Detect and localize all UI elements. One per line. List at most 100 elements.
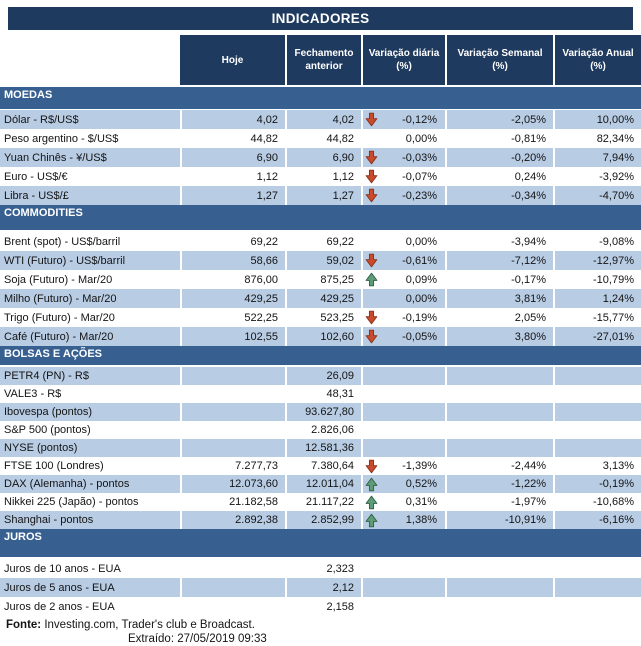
cell-variacao-semanal: 3,81% (445, 289, 553, 308)
cell-value: 1,27 (332, 189, 354, 202)
cell-hoje (180, 367, 285, 385)
column-header-line: (%) (590, 61, 606, 72)
cell-value: 2.826,06 (311, 424, 354, 436)
column-header-line: Fechamento (294, 48, 354, 59)
cell-value: -1,97% (511, 496, 546, 508)
cell-fechamento-anterior: 26,09 (285, 367, 361, 385)
cell-hoje: 1,27 (180, 186, 285, 205)
table-row-vale3-r: VALE3 - R$ 48,31 (0, 385, 641, 403)
cell-fechamento-anterior: 21.117,22 (285, 493, 361, 511)
cell-value: 2.892,38 (235, 514, 278, 526)
cell-value: -9,08% (599, 235, 634, 248)
cell-variacao-semanal (445, 403, 553, 421)
cell-value: 0,00% (405, 132, 437, 145)
cell-value: -0,05% (402, 330, 437, 343)
cell-value: 875,25 (320, 273, 354, 286)
cell-variacao-diaria: -0,07% (361, 167, 445, 186)
cell-value: 429,25 (320, 292, 354, 305)
cell-value: 21.117,22 (305, 496, 354, 508)
cell-variacao-semanal: -7,12% (445, 251, 553, 270)
cell-value: 7.277,73 (235, 460, 278, 472)
cell-value: -2,44% (511, 460, 546, 472)
row-label: Juros de 5 anos - EUA (4, 581, 115, 594)
arrow-down-icon (365, 329, 379, 344)
arrow-down-icon (365, 150, 379, 165)
cell-fechamento-anterior: 2,12 (285, 578, 361, 597)
cell-variacao-diaria: -0,19% (361, 308, 445, 327)
arrow-down-icon (365, 112, 379, 127)
cell-fechamento-anterior: 93.627,80 (285, 403, 361, 421)
cell-variacao-anual (553, 578, 641, 597)
cell-value: 6,90 (332, 151, 354, 164)
section-header-juros: JUROS (0, 529, 641, 557)
row-label: S&P 500 (pontos) (4, 424, 91, 436)
cell-value: 7.380,64 (311, 460, 354, 472)
cell-hoje: 69,22 (180, 232, 285, 251)
cell-value: -0,03% (402, 151, 437, 164)
table-row-peso-argentino-us: Peso argentino - $/US$ 44,82 44,82 0,00% -0,… (0, 129, 641, 148)
cell-variacao-anual: -6,16% (553, 511, 641, 529)
cell-hoje: 876,00 (180, 270, 285, 289)
cell-value: 10,00% (596, 113, 634, 126)
cell-value: 69,22 (326, 235, 354, 248)
cell-variacao-semanal: -10,91% (445, 511, 553, 529)
cell-variacao-anual: -10,79% (553, 270, 641, 289)
cell-value: 429,25 (244, 292, 278, 305)
cell-value: -0,34% (511, 189, 546, 202)
cell-value: 2,12 (332, 581, 354, 594)
table-row-yuan-chin-s-us: Yuan Chinês - ¥/US$ 6,90 6,90 -0,03% -0,20% 7… (0, 148, 641, 167)
cell-value: 3,13% (602, 460, 634, 472)
cell-hoje (180, 385, 285, 403)
cell-variacao-diaria (361, 403, 445, 421)
cell-variacao-diaria (361, 578, 445, 597)
cell-fechamento-anterior: 523,25 (285, 308, 361, 327)
cell-variacao-anual: 7,94% (553, 148, 641, 167)
row-label: Dólar - R$/US$ (4, 113, 79, 126)
cell-value: -0,81% (511, 132, 546, 145)
cell-hoje: 7.277,73 (180, 457, 285, 475)
cell-variacao-diaria: 0,31% (361, 493, 445, 511)
column-header-varia-o-anual: Variação Anual (%) (553, 35, 641, 85)
cell-hoje: 21.182,58 (180, 493, 285, 511)
row-label: NYSE (pontos) (4, 442, 78, 454)
cell-fechamento-anterior: 59,02 (285, 251, 361, 270)
row-label: Yuan Chinês - ¥/US$ (4, 151, 107, 164)
cell-fechamento-anterior: 102,60 (285, 327, 361, 346)
cell-variacao-diaria: -1,39% (361, 457, 445, 475)
row-label: Ibovespa (pontos) (4, 406, 93, 418)
cell-fechamento-anterior: 2.852,99 (285, 511, 361, 529)
row-label: VALE3 - R$ (4, 388, 62, 400)
cell-value: 1,27 (256, 189, 278, 202)
cell-value: -0,19% (402, 311, 437, 324)
cell-fechamento-anterior: 6,90 (285, 148, 361, 167)
cell-variacao-semanal: -0,34% (445, 186, 553, 205)
cell-hoje: 4,02 (180, 110, 285, 129)
cell-value: 7,94% (602, 151, 634, 164)
cell-variacao-diaria (361, 597, 445, 616)
column-header-varia-o-di-ria: Variação diária (%) (361, 35, 445, 85)
cell-variacao-diaria: 0,09% (361, 270, 445, 289)
cell-fechamento-anterior: 44,82 (285, 129, 361, 148)
cell-variacao-diaria: 0,00% (361, 232, 445, 251)
table-body: MOEDAS Dólar - R$/US$ 4,02 4,02 -0,12% -2,05%… (0, 87, 641, 616)
cell-value: 6,90 (256, 151, 278, 164)
cell-variacao-diaria (361, 367, 445, 385)
cell-value: 4,02 (332, 113, 354, 126)
row-label: Euro - US$/€ (4, 170, 68, 183)
report-footer: Fonte: Investing.com, Trader's club e Br… (6, 619, 641, 646)
cell-variacao-diaria (361, 385, 445, 403)
row-label: FTSE 100 (Londres) (4, 460, 104, 472)
row-label: Peso argentino - $/US$ (4, 132, 119, 145)
table-row-ftse-100-londres: FTSE 100 (Londres) 7.277,73 7.380,64 -1,39%… (0, 457, 641, 475)
cell-variacao-diaria: -0,12% (361, 110, 445, 129)
cell-variacao-anual: -10,68% (553, 493, 641, 511)
cell-hoje (180, 578, 285, 597)
cell-hoje (180, 439, 285, 457)
row-label: Juros de 10 anos - EUA (4, 562, 121, 575)
cell-variacao-semanal: -0,20% (445, 148, 553, 167)
source-line: Fonte: Investing.com, Trader's club e Br… (6, 619, 641, 632)
cell-variacao-semanal: -1,22% (445, 475, 553, 493)
column-header-line: (%) (492, 61, 508, 72)
cell-fechamento-anterior: 429,25 (285, 289, 361, 308)
